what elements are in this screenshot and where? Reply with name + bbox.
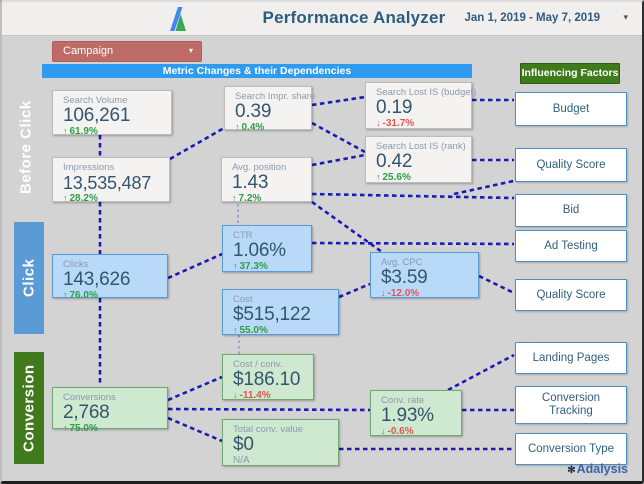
up-arrow-icon: ↑	[376, 172, 381, 182]
adalysis-logo-icon: ✻	[567, 465, 576, 476]
metric-card-search-lost-is-rank[interactable]: Search Lost IS (rank) 0.42 ↑ 25.6%	[365, 136, 472, 183]
down-arrow-icon: ↓	[381, 288, 386, 298]
delta-value: 37.3%	[239, 261, 268, 272]
delta-value: 0.4%	[241, 122, 265, 133]
metric-value: $515,122	[233, 304, 311, 325]
metric-delta: ↑ 55.0%	[233, 325, 328, 336]
metric-value: 13,535,487	[63, 173, 152, 193]
campaign-dropdown[interactable]: Campaign ▾	[52, 41, 202, 62]
metric-value: 2,768	[63, 402, 110, 423]
section-label-click: Click	[14, 222, 44, 334]
down-arrow-icon: ↓	[381, 426, 386, 436]
down-arrow-icon: ↓	[233, 390, 238, 400]
metric-card-avg-position[interactable]: Avg. position 1.43 ↑ 7.2%	[221, 157, 312, 204]
delta-value: -31.7%	[382, 118, 415, 129]
up-arrow-icon: ↑	[63, 290, 68, 300]
metric-delta: ↑ 37.3%	[233, 261, 301, 272]
metric-delta: ↓ -11.4%	[233, 390, 303, 401]
metric-value: 0.19	[376, 97, 413, 118]
section-label-conversion: Conversion	[14, 352, 44, 464]
delta-value: 75.0%	[69, 423, 98, 434]
delta-value: -11.4%	[239, 390, 271, 401]
influencing-factors-button[interactable]: Influencing Factors	[520, 63, 620, 84]
factor-button-ad-testing[interactable]: Ad Testing	[515, 230, 627, 262]
factor-button-quality-score[interactable]: Quality Score	[515, 148, 627, 182]
metric-changes-banner: Metric Changes & their Dependencies	[42, 64, 472, 78]
metric-card-avg-cpc[interactable]: Avg. CPC $3.59 ↓ -12.0%	[370, 252, 479, 299]
section-label-before-click: Before Click	[17, 100, 35, 194]
metric-delta: ↑ 28.2%	[63, 193, 159, 204]
metric-label: Conversions	[63, 392, 116, 403]
metric-delta: ↓ -12.0%	[381, 288, 468, 299]
date-range-picker[interactable]: Jan 1, 2019 - May 7, 2019	[464, 12, 600, 24]
adalysis-logo-text: Adalysis	[576, 462, 628, 476]
metric-delta: ↑ 75.0%	[63, 423, 157, 434]
factor-button-conversion-tracking[interactable]: Conversion Tracking	[515, 386, 627, 424]
down-arrow-icon: ↓	[376, 118, 381, 128]
page-title: Performance Analyzer	[262, 8, 446, 27]
up-arrow-icon: ↑	[235, 122, 240, 132]
metric-card-ctr[interactable]: CTR 1.06% ↑ 37.3%	[222, 225, 312, 272]
up-arrow-icon: ↑	[63, 193, 68, 203]
metric-label: Search Volume	[63, 95, 128, 106]
delta-value: 55.0%	[239, 325, 268, 336]
metric-card-search-impr-share[interactable]: Search Impr. share 0.39 ↑ 0.4%	[224, 86, 315, 133]
metric-value: 1.06%	[233, 240, 286, 261]
metric-value: $0	[233, 434, 254, 455]
metric-delta: N/A	[233, 455, 328, 466]
metric-value: 0.42	[376, 151, 413, 172]
adalysis-logo: ✻Adalysis	[567, 462, 628, 476]
metric-delta: ↑ 61.9%	[63, 126, 161, 137]
up-arrow-icon: ↑	[232, 193, 237, 203]
factor-button-bid[interactable]: Bid	[515, 194, 627, 227]
metric-card-conversions[interactable]: Conversions 2,768 ↑ 75.0%	[52, 387, 168, 434]
up-arrow-icon: ↑	[63, 423, 68, 433]
metric-card-search-volume[interactable]: Search Volume 106,261 ↑ 61.9%	[52, 90, 172, 137]
delta-value: -12.0%	[387, 288, 420, 299]
metric-delta: ↑ 7.2%	[232, 193, 301, 204]
metric-value: $3.59	[381, 267, 428, 288]
metric-delta: ↓ -31.7%	[376, 118, 461, 129]
metric-delta: ↑ 25.6%	[376, 172, 461, 183]
metric-card-cost[interactable]: Cost $515,122 ↑ 55.0%	[222, 289, 339, 336]
up-arrow-icon: ↑	[233, 261, 238, 271]
metric-value: 1.43	[232, 172, 269, 193]
metric-card-conv-rate[interactable]: Conv. rate 1.93% ↓ -0.6%	[370, 390, 462, 437]
factor-button-landing-pages[interactable]: Landing Pages	[515, 342, 627, 374]
metric-label: Search Lost IS (budget)	[376, 87, 477, 98]
header-bar: Performance Analyzer Jan 1, 2019 - May 7…	[2, 2, 642, 36]
delta-value: -0.6%	[387, 426, 414, 437]
metric-label: Impressions	[63, 162, 115, 173]
factor-button-quality-score-2[interactable]: Quality Score	[515, 279, 627, 311]
metric-value: 143,626	[63, 269, 131, 290]
chevron-down-icon[interactable]: ▾	[623, 12, 628, 22]
delta-value: 7.2%	[238, 193, 262, 204]
up-arrow-icon: ↑	[63, 126, 68, 136]
metric-card-search-lost-is-budget[interactable]: Search Lost IS (budget) 0.19 ↓ -31.7%	[365, 82, 477, 129]
factor-button-conversion-type[interactable]: Conversion Type	[515, 433, 627, 465]
delta-value: 25.6%	[382, 172, 411, 183]
metric-card-cost-per-conv[interactable]: Cost / conv. $186.10 ↓ -11.4%	[222, 354, 314, 401]
metric-value: $186.10	[233, 369, 301, 390]
delta-value: N/A	[233, 455, 250, 466]
factor-button-budget[interactable]: Budget	[515, 92, 627, 126]
metric-card-clicks[interactable]: Clicks 143,626 ↑ 76.0%	[52, 254, 168, 301]
delta-value: 61.9%	[69, 126, 98, 137]
metric-value: 0.39	[235, 101, 272, 122]
campaign-dropdown-label: Campaign	[63, 45, 114, 57]
adwords-logo-icon	[170, 7, 186, 31]
metric-delta: ↓ -0.6%	[381, 426, 451, 437]
metric-delta: ↑ 0.4%	[235, 122, 301, 133]
delta-value: 76.0%	[69, 290, 98, 301]
metric-card-impressions[interactable]: Impressions 13,535,487 ↑ 28.2%	[52, 157, 170, 204]
metric-label: Clicks	[63, 259, 89, 270]
chevron-down-icon: ▾	[188, 46, 193, 55]
metric-value: 106,261	[63, 105, 131, 126]
up-arrow-icon: ↑	[233, 325, 238, 335]
metric-delta: ↑ 76.0%	[63, 290, 157, 301]
metric-card-total-conv-value[interactable]: Total conv. value $0 N/A	[222, 419, 339, 466]
metric-value: 1.93%	[381, 405, 434, 426]
delta-value: 28.2%	[69, 193, 98, 204]
